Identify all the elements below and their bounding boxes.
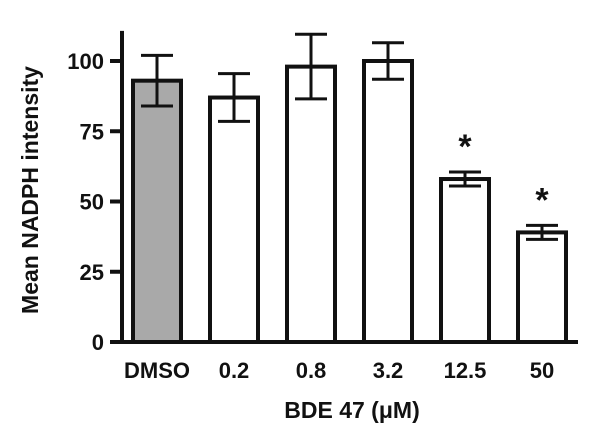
x-axis-title: BDE 47 (μM) (284, 397, 419, 423)
y-tick-label: 100 (67, 49, 104, 74)
bar (362, 59, 414, 344)
bar (285, 64, 337, 345)
x-tick-label: 0.8 (296, 358, 327, 383)
x-tick-label: 3.2 (373, 358, 404, 383)
y-tick-label: 50 (80, 190, 104, 215)
bar (516, 230, 568, 344)
x-tick-labels-group: DMSO 0.2 0.8 3.2 12.5 50 (124, 358, 554, 383)
bar (208, 95, 260, 344)
y-tick-label: 75 (80, 119, 104, 144)
axes-group (120, 30, 578, 344)
x-tick-label: 12.5 (444, 358, 487, 383)
bar (439, 177, 491, 344)
y-ticks-group: 0 25 50 75 100 (67, 49, 122, 355)
bar (131, 78, 183, 344)
x-tick-label: 0.2 (219, 358, 250, 383)
significance-marker: * (458, 128, 472, 166)
significance-marks-group: ** (458, 128, 549, 219)
y-tick-label: 0 (92, 330, 104, 355)
y-axis-title: Mean NADPH intensity (17, 66, 43, 314)
y-tick-label: 25 (80, 260, 104, 285)
significance-marker: * (535, 181, 549, 219)
error-bars-group (141, 32, 558, 241)
x-tick-label: 50 (530, 358, 554, 383)
x-tick-label: DMSO (124, 358, 190, 383)
bars-group (131, 59, 568, 345)
